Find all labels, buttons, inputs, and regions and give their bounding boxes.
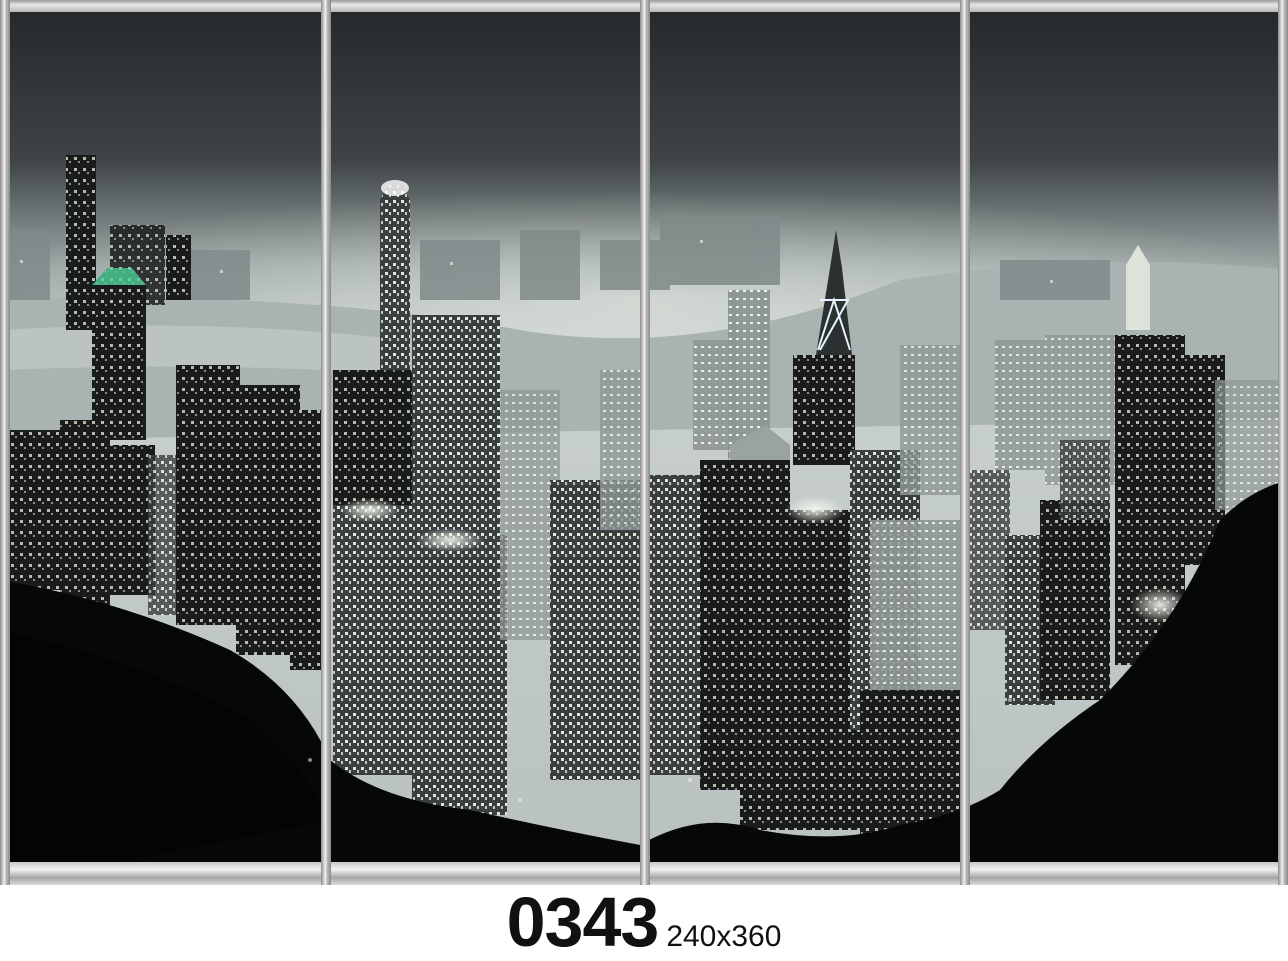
- product-code: 0343: [506, 883, 660, 961]
- cityscape-slice-3: [650, 10, 960, 864]
- image-panel-3: [650, 10, 960, 864]
- divider-left-edge: [0, 0, 10, 885]
- divider-right-edge: [1278, 0, 1288, 885]
- cityscape-slice-1: [10, 10, 321, 864]
- product-label: 0343 240x360: [0, 887, 1288, 957]
- image-panel-2: [331, 10, 640, 864]
- divider-2: [640, 0, 650, 885]
- cityscape-slice-4: [970, 10, 1278, 864]
- cityscape-slice-2: [331, 10, 640, 864]
- image-panel-1: [10, 10, 321, 864]
- product-size: 240x360: [666, 920, 782, 953]
- image-panel-4: [970, 10, 1278, 864]
- sliding-door-frame: [0, 0, 1288, 885]
- divider-1: [321, 0, 331, 885]
- divider-3: [960, 0, 970, 885]
